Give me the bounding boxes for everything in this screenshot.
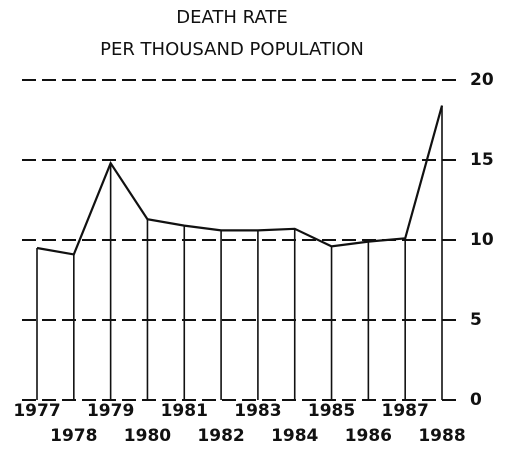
x-tick-label: 1987 xyxy=(382,401,429,421)
x-tick-label: 1983 xyxy=(234,401,281,421)
x-tick-label: 1979 xyxy=(87,401,134,421)
y-tick-label: 10 xyxy=(470,230,494,250)
chart-subtitle: PER THOUSAND POPULATION xyxy=(100,39,364,60)
x-tick-label: 1985 xyxy=(308,401,355,421)
x-tick-label: 1978 xyxy=(50,426,97,446)
y-tick-label: 0 xyxy=(470,390,482,410)
y-tick-label: 15 xyxy=(470,150,494,170)
x-tick-label: 1977 xyxy=(13,401,60,421)
x-tick-label: 1981 xyxy=(161,401,208,421)
data-line xyxy=(36,105,444,256)
x-tick-label: 1986 xyxy=(345,426,392,446)
x-tick-label: 1984 xyxy=(271,426,318,446)
chart-title: DEATH RATE xyxy=(176,7,287,28)
x-tick-label: 1982 xyxy=(197,426,244,446)
y-tick-label: 20 xyxy=(470,70,494,90)
x-tick-label: 1980 xyxy=(124,426,171,446)
x-tick-label: 1988 xyxy=(418,426,465,446)
y-tick-label: 5 xyxy=(470,310,482,330)
